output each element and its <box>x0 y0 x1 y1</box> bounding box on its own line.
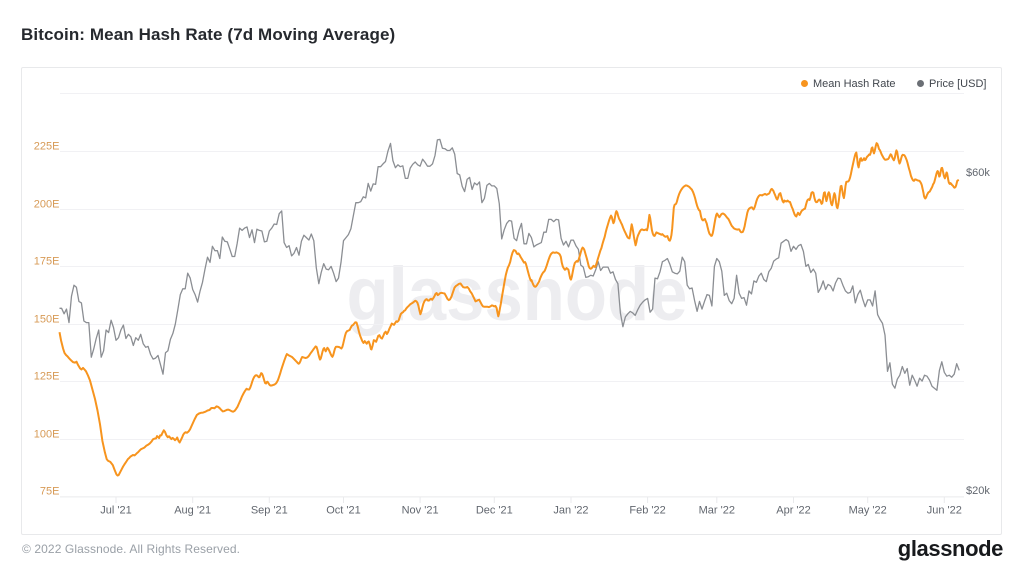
svg-text:Apr '22: Apr '22 <box>776 505 811 517</box>
svg-text:Oct '21: Oct '21 <box>326 505 361 517</box>
svg-text:Jun '22: Jun '22 <box>927 505 962 517</box>
svg-text:Jan '22: Jan '22 <box>553 505 588 517</box>
svg-text:100E: 100E <box>34 428 60 440</box>
svg-text:Nov '21: Nov '21 <box>402 505 439 517</box>
svg-text:175E: 175E <box>34 255 60 267</box>
svg-text:125E: 125E <box>34 370 60 382</box>
svg-text:Feb '22: Feb '22 <box>629 505 665 517</box>
svg-text:Aug '21: Aug '21 <box>174 505 211 517</box>
svg-text:$60k: $60k <box>966 167 990 179</box>
svg-text:225E: 225E <box>34 140 60 152</box>
svg-text:Sep '21: Sep '21 <box>251 505 288 517</box>
svg-text:150E: 150E <box>34 313 60 325</box>
svg-text:Jul '21: Jul '21 <box>100 505 131 517</box>
svg-text:May '22: May '22 <box>849 505 887 517</box>
svg-text:Dec '21: Dec '21 <box>476 505 513 517</box>
svg-text:75E: 75E <box>40 485 60 497</box>
svg-text:200E: 200E <box>34 198 60 210</box>
svg-text:Mar '22: Mar '22 <box>699 505 735 517</box>
svg-text:$20k: $20k <box>966 485 990 497</box>
